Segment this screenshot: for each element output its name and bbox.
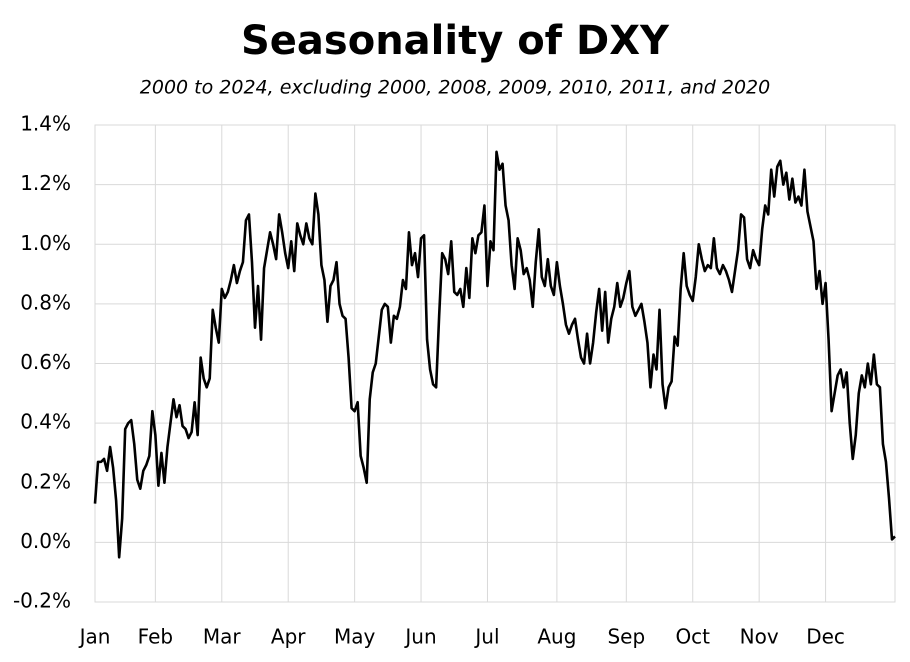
- x-tick-label: Mar: [203, 625, 242, 649]
- y-tick-label: 0.8%: [20, 290, 71, 314]
- y-tick-label: 0.6%: [20, 350, 71, 374]
- x-tick-label: Jun: [403, 625, 436, 649]
- y-tick-label: 0.4%: [20, 410, 71, 434]
- x-tick-label: May: [334, 625, 376, 649]
- x-tick-label: Dec: [806, 625, 845, 649]
- data-line: [93, 150, 896, 559]
- chart-title: Seasonality of DXY: [241, 18, 670, 64]
- x-tick-label: Nov: [740, 625, 779, 649]
- y-tick-label: 0.0%: [20, 529, 71, 553]
- y-tick-label: 1.0%: [20, 231, 71, 255]
- y-tick-label: 1.4%: [20, 112, 71, 136]
- x-tick-label: Oct: [675, 625, 710, 649]
- y-tick-label: -0.2%: [13, 589, 71, 613]
- chart-subtitle: 2000 to 2024, excluding 2000, 2008, 2009…: [140, 77, 770, 99]
- x-tick-label: Jan: [78, 625, 111, 649]
- y-tick-label: 1.2%: [20, 171, 71, 195]
- x-tick-label: Feb: [138, 625, 173, 649]
- x-tick-label: Aug: [537, 625, 576, 649]
- x-tick-label: Sep: [607, 625, 645, 649]
- x-tick-label: Apr: [271, 625, 306, 649]
- x-tick-label: Jul: [473, 625, 499, 649]
- y-tick-label: 0.2%: [20, 469, 71, 493]
